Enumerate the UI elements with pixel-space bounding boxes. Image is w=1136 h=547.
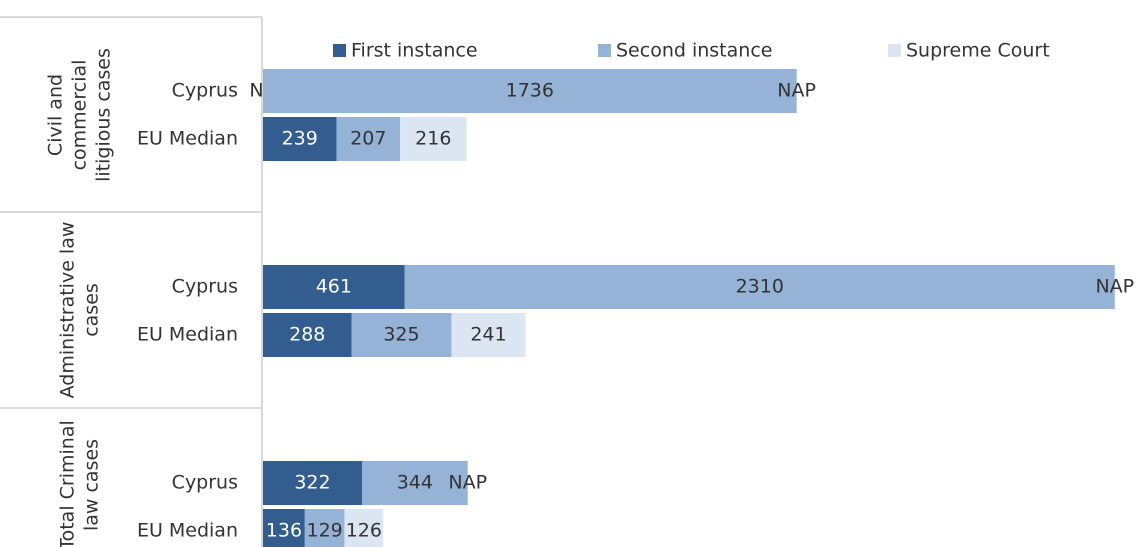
y-tick-label: EU Median — [137, 128, 238, 150]
value-label: NAP — [1095, 276, 1134, 298]
bar-segment — [400, 117, 467, 161]
bar-segment — [451, 313, 526, 357]
bar-segment — [263, 313, 352, 357]
legend-swatch — [333, 44, 346, 57]
bar-segment — [344, 509, 384, 547]
bar-segment — [336, 117, 401, 161]
group-label: litigious cases — [93, 48, 115, 182]
bar-segment — [263, 509, 305, 547]
y-tick-label: Cyprus — [172, 472, 238, 494]
y-tick-label: Cyprus — [172, 80, 238, 102]
value-label: 288 — [289, 324, 325, 346]
group-label: Administrative law — [57, 222, 79, 399]
value-label: 322 — [294, 472, 330, 494]
legend-swatch — [888, 44, 901, 57]
value-label: 325 — [383, 324, 419, 346]
value-label: 216 — [415, 128, 451, 150]
group-label: Total Criminal — [57, 420, 79, 547]
bar-segment — [263, 265, 405, 309]
bar-segment — [263, 461, 362, 505]
y-tick-label: EU Median — [137, 520, 238, 542]
value-label: 126 — [346, 520, 382, 542]
y-tick-label: Cyprus — [172, 276, 238, 298]
value-label: 1736 — [506, 80, 554, 102]
value-label: 241 — [470, 324, 506, 346]
group-label: Civil and — [45, 74, 67, 156]
legend-label: First instance — [351, 40, 478, 62]
value-label: NAP — [777, 80, 816, 102]
bar-segment — [263, 117, 337, 161]
legend-label: Supreme Court — [906, 40, 1050, 62]
group-label: law cases — [81, 439, 103, 531]
value-label: 2310 — [736, 276, 784, 298]
legend-swatch — [598, 44, 611, 57]
bar-segment — [263, 69, 797, 113]
group-label: cases — [81, 283, 103, 337]
value-label: 129 — [306, 520, 342, 542]
value-label: 239 — [282, 128, 318, 150]
value-label: 461 — [316, 276, 352, 298]
value-label: NAP — [448, 472, 487, 494]
bar-segment — [404, 265, 1115, 309]
value-label: 207 — [350, 128, 386, 150]
bar-segment — [361, 461, 468, 505]
bar-segment — [351, 313, 452, 357]
bar-segment — [304, 509, 345, 547]
legend-label: Second instance — [616, 40, 772, 62]
value-label: 344 — [397, 472, 433, 494]
value-label: 136 — [266, 520, 302, 542]
y-tick-label: EU Median — [137, 324, 238, 346]
group-label: commercial — [69, 60, 91, 171]
